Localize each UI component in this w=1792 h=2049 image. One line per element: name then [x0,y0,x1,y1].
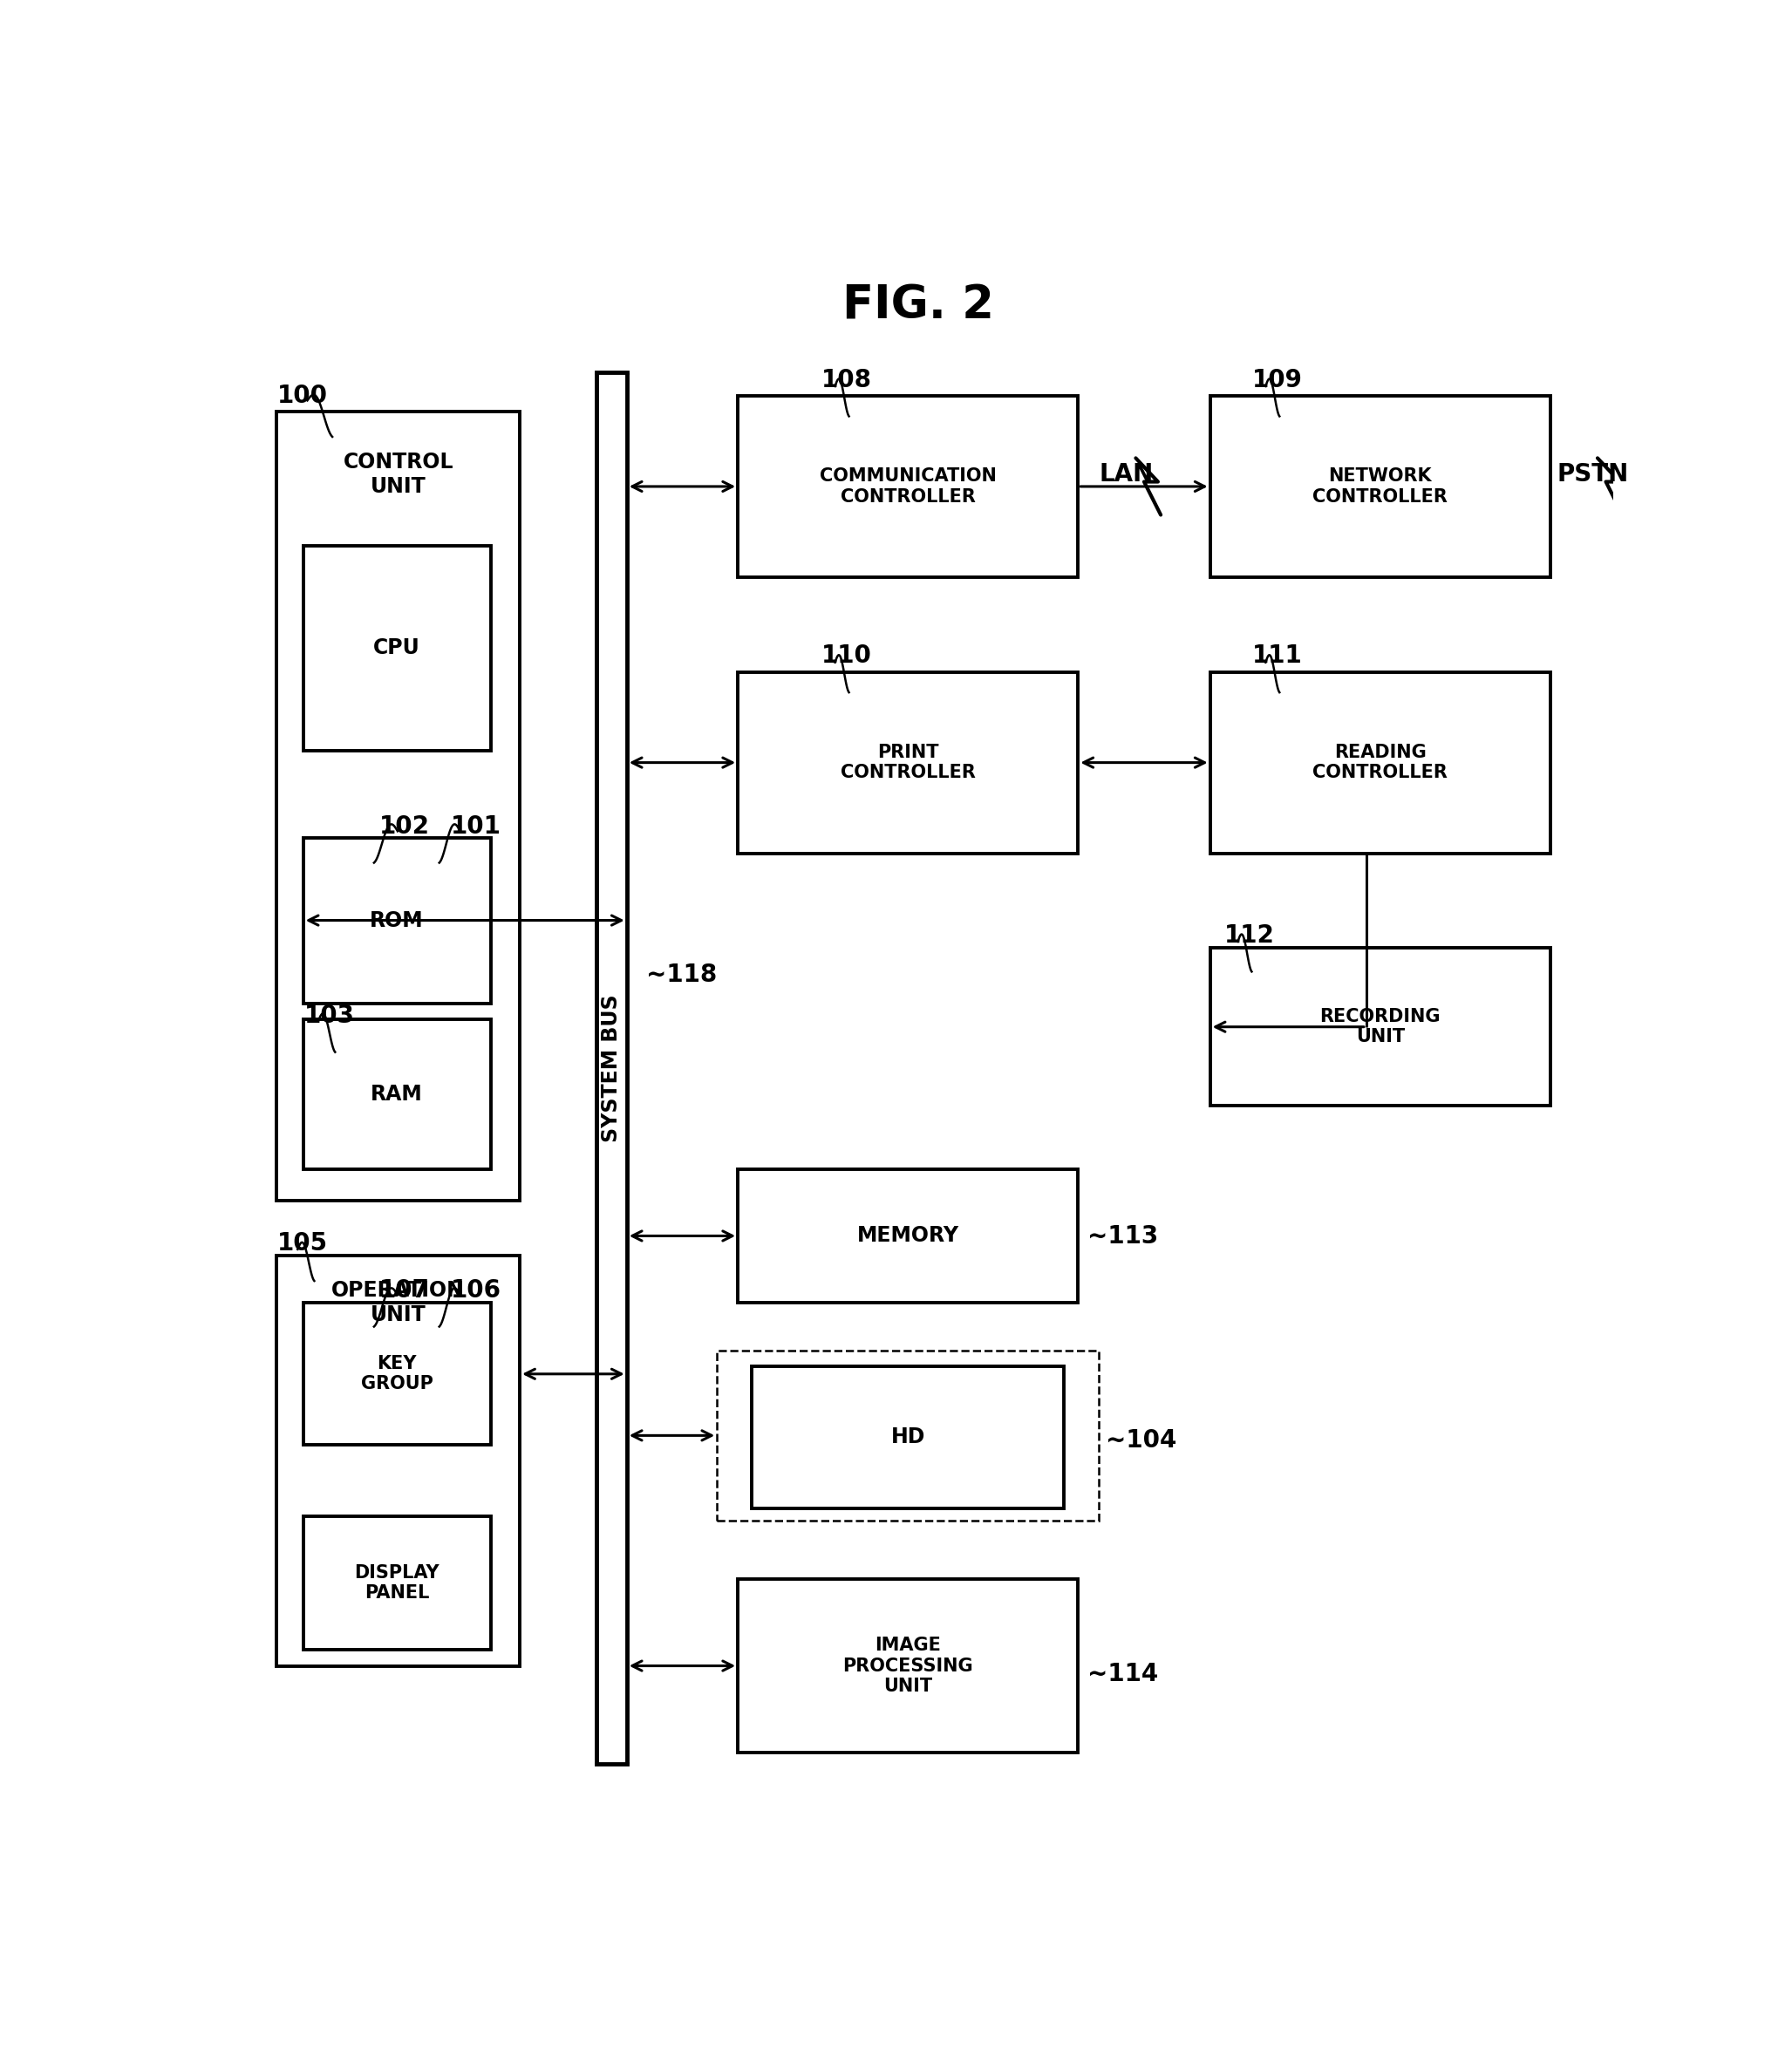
Text: IMAGE
PROCESSING
UNIT: IMAGE PROCESSING UNIT [842,1637,973,1695]
Bar [276,412,520,1201]
Bar [738,1580,1079,1752]
Bar [738,395,1079,578]
Bar [303,1516,491,1649]
Bar [738,1168,1079,1303]
Text: SYSTEM BUS: SYSTEM BUS [600,994,622,1141]
Text: DISPLAY
PANEL: DISPLAY PANEL [355,1563,439,1602]
Text: 102: 102 [380,813,430,838]
Bar [717,1350,1098,1520]
Text: 112: 112 [1224,924,1274,947]
Text: ~114: ~114 [1088,1662,1159,1686]
Text: 105: 105 [276,1231,328,1256]
Text: 100: 100 [276,383,328,408]
Text: ~118: ~118 [647,963,717,988]
Text: ROM: ROM [369,910,423,930]
Text: CPU: CPU [373,637,421,658]
Text: 111: 111 [1251,643,1303,668]
Text: PSTN: PSTN [1557,463,1629,488]
Text: 108: 108 [821,367,871,391]
Text: KEY
GROUP: KEY GROUP [360,1354,434,1393]
Bar [738,672,1079,852]
Text: MEMORY: MEMORY [857,1225,959,1246]
Text: ~113: ~113 [1088,1225,1159,1250]
Bar [303,545,491,750]
Text: CONTROL
UNIT: CONTROL UNIT [342,453,453,498]
Bar [1210,949,1550,1106]
Bar [1210,395,1550,578]
Bar [276,1256,520,1666]
Text: FIG. 2: FIG. 2 [842,283,995,328]
Text: HD: HD [891,1426,925,1447]
Text: RAM: RAM [371,1084,423,1104]
Text: NETWORK
CONTROLLER: NETWORK CONTROLLER [1314,467,1448,506]
Text: 103: 103 [305,1004,355,1029]
Text: 110: 110 [821,643,871,668]
Bar [303,1303,491,1445]
Text: READING
CONTROLLER: READING CONTROLLER [1314,744,1448,781]
Text: LAN: LAN [1098,463,1154,488]
Text: 109: 109 [1251,367,1303,391]
Text: ~104: ~104 [1106,1428,1177,1453]
Text: RECORDING
UNIT: RECORDING UNIT [1319,1008,1441,1045]
Text: 107: 107 [380,1279,430,1303]
Text: 101: 101 [450,813,500,838]
Text: PRINT
CONTROLLER: PRINT CONTROLLER [840,744,975,781]
Text: COMMUNICATION
CONTROLLER: COMMUNICATION CONTROLLER [819,467,996,506]
Text: OPERATION
UNIT: OPERATION UNIT [332,1281,464,1326]
Text: 106: 106 [450,1279,502,1303]
Bar [303,1018,491,1168]
Bar [303,838,491,1004]
Bar [753,1367,1064,1508]
Bar [1210,672,1550,852]
